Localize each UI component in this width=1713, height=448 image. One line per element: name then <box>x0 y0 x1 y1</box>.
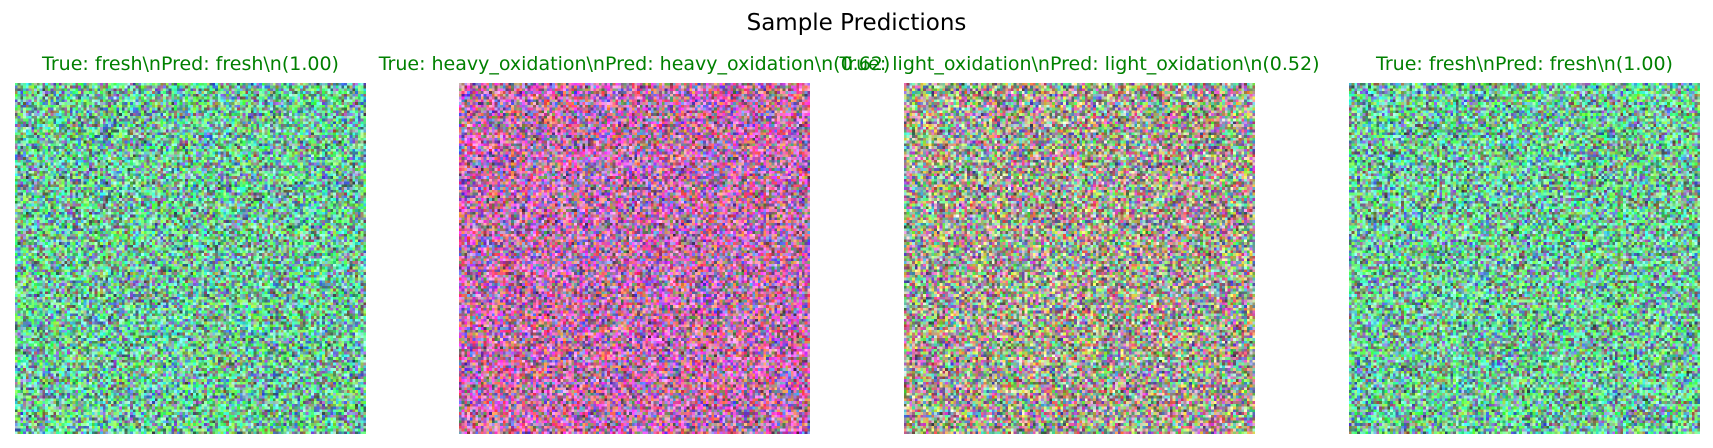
prediction-panel: True: fresh\nPred: fresh\n(1.00) <box>15 50 366 440</box>
panel-title: True: heavy_oxidation\nPred: heavy_oxida… <box>378 53 891 75</box>
prediction-panel: True: heavy_oxidation\nPred: heavy_oxida… <box>379 50 890 440</box>
panel-title: True: light_oxidation\nPred: light_oxida… <box>839 53 1320 75</box>
prediction-panel: True: light_oxidation\nPred: light_oxida… <box>839 50 1320 440</box>
figure-title: Sample Predictions <box>746 10 967 36</box>
panel-title: True: fresh\nPred: fresh\n(1.00) <box>42 53 339 75</box>
sample-image <box>15 83 366 434</box>
sample-image <box>459 83 810 434</box>
prediction-panel: True: fresh\nPred: fresh\n(1.00) <box>1349 50 1700 440</box>
panel-title: True: fresh\nPred: fresh\n(1.00) <box>1376 53 1673 75</box>
sample-image <box>1349 83 1700 434</box>
sample-image <box>904 83 1255 434</box>
